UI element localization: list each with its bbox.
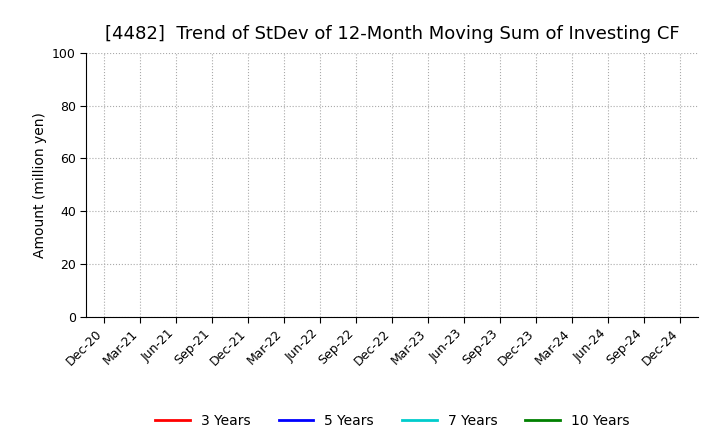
Title: [4482]  Trend of StDev of 12-Month Moving Sum of Investing CF: [4482] Trend of StDev of 12-Month Moving… [105,25,680,43]
Y-axis label: Amount (million yen): Amount (million yen) [32,112,47,258]
Legend: 3 Years, 5 Years, 7 Years, 10 Years: 3 Years, 5 Years, 7 Years, 10 Years [150,408,635,433]
